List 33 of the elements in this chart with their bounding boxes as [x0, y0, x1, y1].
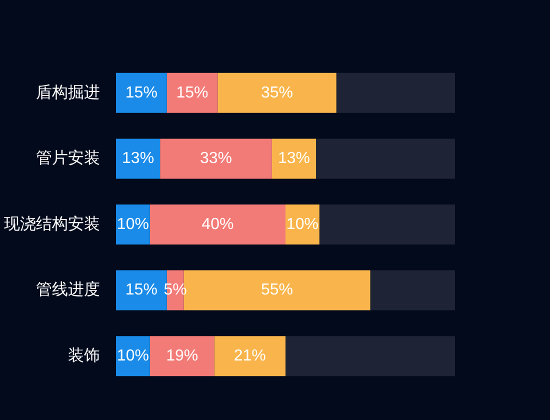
bar — [272, 138, 316, 179]
data-label: 13% — [122, 150, 154, 168]
bar — [316, 138, 455, 179]
data-label: 13% — [278, 150, 310, 168]
bar — [286, 336, 455, 376]
bar — [116, 72, 167, 113]
bar — [160, 138, 272, 179]
data-label: 35% — [261, 84, 294, 102]
bar — [370, 270, 455, 310]
bar — [336, 72, 455, 113]
y-tick-label: 管片安装 — [36, 149, 100, 168]
y-tick-label: 盾构掘进 — [36, 83, 100, 102]
data-label: 40% — [202, 216, 234, 233]
bar — [319, 204, 455, 244]
y-tick-label: 现浇结构安装 — [4, 214, 100, 233]
data-label: 55% — [261, 282, 294, 299]
data-label: 19% — [166, 348, 198, 365]
bar — [150, 204, 286, 244]
data-label: 15% — [125, 84, 158, 102]
data-label: 21% — [234, 348, 266, 365]
bar — [218, 72, 336, 113]
data-label: 10% — [286, 216, 318, 233]
data-label: 15% — [125, 282, 158, 299]
bar — [214, 336, 286, 376]
y-tick-label: 管线进度 — [36, 280, 100, 299]
data-label: 15% — [176, 84, 208, 102]
data-label: 10% — [116, 348, 149, 365]
bar — [150, 336, 214, 376]
data-label: 10% — [116, 216, 149, 233]
y-tick-label: 装饰 — [68, 346, 100, 365]
bar — [116, 138, 160, 179]
data-label: 33% — [200, 150, 232, 168]
bar — [166, 72, 218, 113]
